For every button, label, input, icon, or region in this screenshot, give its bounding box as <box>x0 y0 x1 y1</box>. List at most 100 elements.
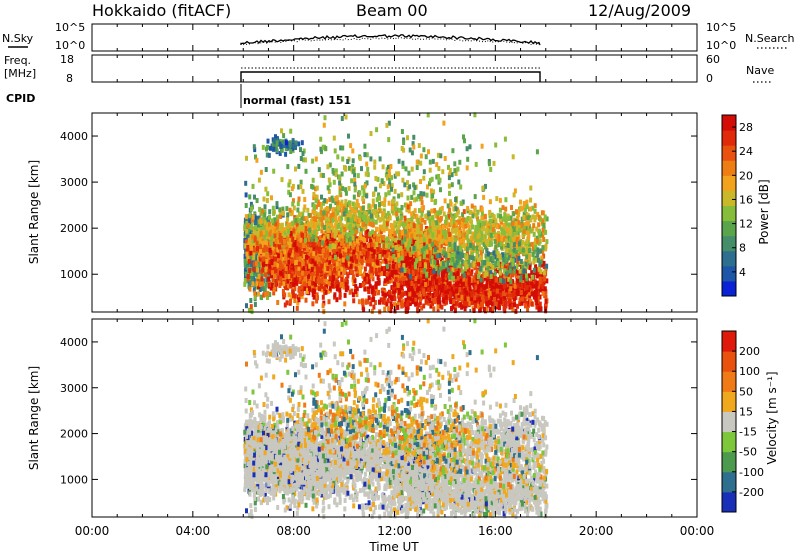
power-cell <box>257 273 261 279</box>
power-cell <box>246 244 250 250</box>
power-cell <box>338 292 342 298</box>
power-cell <box>286 216 290 222</box>
power-cell <box>253 244 257 250</box>
nave-label: Nave <box>746 64 774 77</box>
power-cell <box>339 253 342 259</box>
power-cell <box>293 298 297 304</box>
power-cell <box>289 248 293 254</box>
power-cell <box>376 260 380 266</box>
power-cell <box>260 226 264 232</box>
power-cell <box>275 201 279 207</box>
power-cell <box>289 283 293 289</box>
power-cell <box>392 282 396 287</box>
power-cell <box>343 301 347 307</box>
power-cell <box>247 241 251 247</box>
power-cell <box>245 251 249 257</box>
power-cell <box>273 261 277 267</box>
power-cell <box>323 273 327 279</box>
power-cell <box>245 303 248 309</box>
power-cell <box>252 287 256 293</box>
power-cell <box>273 233 277 239</box>
power-cell <box>256 246 259 251</box>
freq-tick-top: 18 <box>60 53 74 66</box>
power-cell <box>270 234 274 240</box>
power-cell <box>253 290 257 296</box>
power-cell <box>246 273 250 279</box>
power-cell <box>279 236 283 241</box>
power-cell <box>298 227 301 233</box>
power-cell <box>255 271 259 277</box>
power-cell <box>302 266 306 272</box>
power-cell <box>274 256 277 262</box>
power-cell <box>262 256 266 262</box>
power-cell <box>309 247 313 253</box>
power-cell <box>254 215 258 221</box>
power-cell <box>336 286 340 292</box>
power-cell <box>258 269 262 275</box>
noise-right-tick-bottom: 10^0 <box>706 39 736 52</box>
power-cell <box>243 253 247 259</box>
power-cell <box>317 256 321 262</box>
power-cell <box>427 287 431 293</box>
power-cell <box>261 286 265 292</box>
noise-right-tick-top: 10^5 <box>706 21 736 34</box>
power-cell <box>308 280 311 286</box>
power-cell <box>249 206 253 212</box>
power-cell <box>308 257 312 263</box>
power-cell <box>367 289 371 294</box>
power-cell <box>287 274 291 279</box>
power-cell <box>266 227 270 233</box>
power-cell <box>248 286 252 292</box>
power-cell <box>298 233 302 239</box>
power-cell <box>361 298 364 304</box>
power-cell <box>258 256 262 262</box>
power-cell <box>268 269 272 275</box>
cpid-label: CPID <box>6 92 35 105</box>
power-cell <box>293 293 297 299</box>
power-cell <box>252 251 256 257</box>
power-cell <box>308 286 311 292</box>
noise-left-label: N.Sky <box>2 32 34 45</box>
noise-sky-trace <box>240 34 541 46</box>
power-cell <box>264 266 268 272</box>
power-cell <box>259 273 263 279</box>
power-cell <box>264 231 268 237</box>
power-cell <box>301 270 304 276</box>
power-cell <box>291 198 295 204</box>
power-cell <box>244 267 248 273</box>
freq-label-2: [MHz] <box>4 67 36 80</box>
power-cell <box>340 276 344 282</box>
power-cell <box>264 252 268 258</box>
power-cell <box>459 302 463 308</box>
power-cell <box>258 237 262 243</box>
power-cell <box>247 259 251 264</box>
power-cell <box>281 210 285 216</box>
noise-left-tick-bottom: 10^0 <box>55 39 85 52</box>
power-cell <box>327 299 331 305</box>
power-cell <box>265 249 269 255</box>
power-cell <box>249 271 253 276</box>
power-cell <box>290 294 294 300</box>
power-cell <box>273 225 277 231</box>
power-cell <box>343 268 346 274</box>
power-cell <box>358 283 362 288</box>
power-cell <box>249 201 253 207</box>
power-cell <box>263 244 267 250</box>
power-cell <box>243 257 247 263</box>
power-cell <box>257 227 261 233</box>
power-cell <box>262 225 265 231</box>
power-cell <box>291 258 295 264</box>
power-cell <box>361 282 365 288</box>
power-cell <box>394 264 398 270</box>
power-cell <box>270 241 274 247</box>
power-cell <box>314 255 318 261</box>
power-cell <box>317 241 321 247</box>
power-cell <box>445 299 448 305</box>
power-cell <box>244 271 248 277</box>
power-cell <box>318 278 322 284</box>
cpid-mode: normal (fast) 151 <box>243 94 351 107</box>
power-cell <box>292 233 295 239</box>
power-cell <box>250 225 254 231</box>
power-cell <box>283 239 286 245</box>
power-cell <box>281 288 285 294</box>
